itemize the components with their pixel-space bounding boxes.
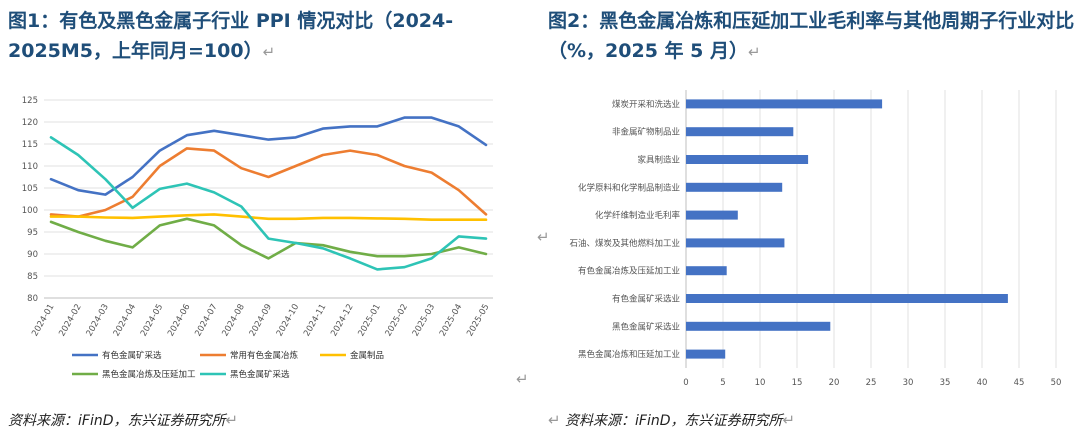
right-source-note: ↵ 资料来源：iFinD，东兴证券研究所↵: [548, 411, 796, 429]
y-tick-label: 120: [22, 118, 38, 128]
bar-category-label: 有色金属矿采选业: [612, 294, 680, 305]
x-tick-label: 2024-01: [30, 303, 56, 339]
x-tick-label: 2025-05: [465, 303, 491, 339]
return-mark-right-side: ↵: [537, 228, 550, 246]
series-line-1: [49, 116, 488, 196]
x-tick-label: 45: [1014, 378, 1025, 388]
series-line-2: [49, 147, 488, 218]
legend-label-3: 金属制品: [350, 350, 384, 361]
x-tick-label: 2024-09: [248, 303, 274, 339]
legend-label-1: 有色金属矿采选: [102, 350, 162, 361]
x-tick-label: 2024-03: [85, 303, 111, 339]
y-tick-label: 90: [27, 250, 38, 260]
x-tick-label: 10: [755, 378, 766, 388]
bar-category-label: 有色金属冶炼及压延加工业: [578, 266, 680, 277]
series-line-5: [49, 136, 488, 271]
x-tick-label: 15: [792, 378, 803, 388]
x-tick-label: 2024-02: [57, 303, 83, 339]
x-tick-label: 2025-03: [411, 303, 437, 339]
y-tick-label: 80: [27, 294, 38, 304]
y-tick-label: 100: [22, 206, 38, 216]
left-source-note: 资料来源：iFinD，东兴证券研究所↵: [8, 411, 239, 429]
bar-category-label: 煤炭开采和洗选业: [612, 99, 680, 110]
bar-category-label: 黑色金属矿采选业: [612, 321, 680, 332]
bar: [686, 349, 726, 359]
bar-category-label: 化学原料和化学制品制造业: [578, 182, 680, 193]
bar: [686, 155, 809, 164]
x-tick-label: 40: [977, 378, 988, 388]
y-tick-label: 115: [22, 140, 38, 150]
x-tick-label: 50: [1051, 378, 1062, 388]
x-tick-label: 20: [829, 378, 840, 388]
margin-bar-chart: 0 5 10 15 20 25 30 35 40 45 50 煤炭开采和洗选业非金属矿物制品业家具制造…: [569, 90, 1062, 388]
x-tick-label: 2024-12: [329, 303, 355, 339]
bar: [686, 210, 738, 220]
x-tick-label: 2025-02: [384, 303, 410, 339]
x-tick-label: 2024-06: [166, 303, 192, 339]
series-line-4: [49, 217, 488, 260]
y-tick-label: 95: [27, 228, 38, 238]
bar: [686, 238, 785, 248]
right-chart-title: 图2：黑色金属冶炼和压延加工业毛利率与其他周期子行业对比（%，2025 年 5 …: [548, 10, 1075, 62]
y-tick-label: 105: [22, 184, 38, 194]
x-tick-label: 0: [683, 378, 688, 388]
y-tick-label: 85: [27, 272, 38, 282]
bar-category-label: 家具制造业: [637, 155, 680, 166]
x-tick-label: 30: [903, 378, 914, 388]
bar-category-label: 化学纤维制造业毛利率: [595, 210, 681, 221]
series-line-3: [49, 213, 488, 221]
bar-category-label: 非金属矿物制品业: [612, 127, 680, 138]
x-tick-label: 2024-11: [302, 303, 328, 339]
bar: [686, 294, 1008, 303]
x-tick-label: 2024-04: [112, 303, 138, 339]
x-tick-label: 2025-01: [356, 303, 382, 339]
bar: [686, 321, 831, 331]
left-chart-title: 图1：有色及黑色金属子行业 PPI 情况对比（2024-2025M5，上年同月=…: [8, 10, 454, 62]
x-tick-label: 2024-05: [139, 303, 165, 339]
x-tick-label: 5: [720, 378, 725, 388]
x-tick-label: 2024-10: [275, 303, 301, 339]
bar: [686, 99, 883, 109]
bar: [686, 266, 727, 276]
return-mark-left: ↵: [516, 370, 529, 388]
bar: [686, 182, 783, 192]
bar-category-label: 黑色金属冶炼和压延加工业: [578, 349, 680, 360]
x-tick-label: 2024-08: [220, 303, 246, 339]
y-tick-label: 110: [22, 162, 38, 172]
ppi-line-chart: 80 85 90 95 100 105 110 115 120 125 2024-01 2024-02…: [22, 96, 493, 380]
x-tick-label: 2024-07: [193, 303, 219, 339]
legend-label-5: 黑色金属矿采选: [230, 369, 290, 380]
legend-label-4: 黑色金属冶炼及压延加工: [102, 369, 196, 380]
bar-category-label: 石油、煤炭及其他燃料加工业: [569, 238, 680, 249]
legend-label-2: 常用有色金属冶炼: [230, 350, 299, 361]
x-tick-label: 35: [940, 378, 951, 388]
bar: [686, 127, 794, 137]
x-tick-label: 2025-04: [438, 303, 464, 339]
x-tick-label: 25: [866, 378, 877, 388]
y-tick-label: 125: [22, 96, 38, 106]
